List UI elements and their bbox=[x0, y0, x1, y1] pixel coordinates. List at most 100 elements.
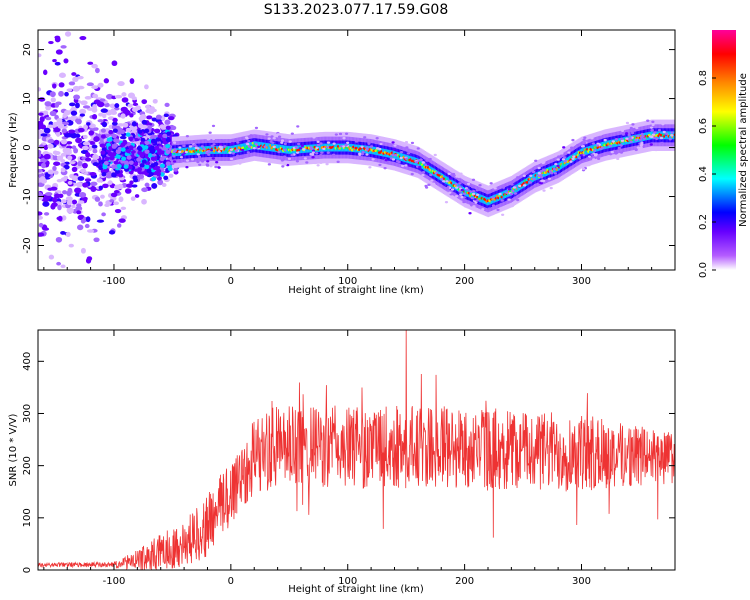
spectrogram-cell bbox=[114, 94, 123, 99]
spectrogram-cell bbox=[392, 148, 396, 151]
spectrogram-cell bbox=[145, 104, 151, 109]
spectrogram-cell bbox=[111, 60, 118, 67]
spectrogram-cell bbox=[69, 173, 74, 179]
spectrogram-cell bbox=[104, 102, 110, 108]
spectrogram-cell bbox=[78, 192, 87, 198]
spectrogram-cell bbox=[43, 127, 51, 134]
spectrogram-cell bbox=[98, 185, 103, 190]
spectrogram-cell bbox=[65, 132, 73, 138]
spectrogram-cell bbox=[280, 159, 284, 162]
spectrogram-cell bbox=[237, 144, 240, 153]
spectrogram-cell bbox=[111, 173, 117, 178]
spectrogram-cell bbox=[452, 180, 455, 189]
spectrogram-cell bbox=[71, 72, 77, 76]
spectrogram-cell bbox=[265, 133, 269, 136]
spectrogram-cell bbox=[106, 137, 112, 142]
spectrogram-cell bbox=[424, 184, 428, 188]
spectrogram-cell bbox=[133, 161, 139, 167]
spectrogram-cell bbox=[214, 165, 218, 169]
spectrogram-cell bbox=[594, 153, 598, 156]
spectrogram-cell bbox=[52, 83, 57, 89]
spectrogram-cell bbox=[123, 160, 129, 165]
spectrogram-cell bbox=[125, 148, 131, 154]
spectrogram-cell bbox=[42, 201, 50, 207]
spectrogram-cell bbox=[311, 151, 315, 154]
spectrogram-cell bbox=[332, 142, 336, 145]
spectrogram-cell bbox=[295, 160, 299, 163]
spectrogram-cell bbox=[132, 102, 139, 107]
spectrogram-cell bbox=[79, 36, 87, 41]
spectrogram-cell bbox=[100, 143, 106, 148]
spectrogram-cell bbox=[73, 147, 79, 154]
spectrogram-cell bbox=[130, 125, 138, 131]
spectrogram-cell bbox=[38, 222, 44, 228]
spectrogram-cell bbox=[75, 181, 83, 188]
spectrogram-cell bbox=[624, 132, 629, 135]
spectrogram-cell bbox=[38, 196, 44, 201]
spectrogram-cell bbox=[60, 139, 68, 145]
spectrogram-cell bbox=[94, 196, 101, 202]
spectrogram-cell bbox=[172, 160, 177, 163]
spectrogram-cell bbox=[368, 166, 372, 169]
spectrogram-cell bbox=[47, 139, 55, 144]
spectrogram-cell bbox=[82, 105, 91, 109]
spectrogram-cell bbox=[639, 146, 643, 149]
spectrogram-cell bbox=[60, 264, 66, 269]
snr-y-tick-label: 400 bbox=[22, 352, 33, 371]
spectrogram-cell bbox=[196, 153, 200, 156]
spectrogram-cell bbox=[101, 121, 108, 128]
spectrogram-cell bbox=[616, 157, 620, 161]
spectrogram-cell bbox=[53, 170, 59, 175]
spectrogram-cell bbox=[55, 236, 63, 243]
spectrogram-cell bbox=[458, 190, 462, 193]
spectrogram-cell bbox=[410, 172, 414, 176]
spectrogram-cell bbox=[358, 152, 362, 155]
spectrogram-cell bbox=[126, 155, 132, 160]
spectrogram-cell bbox=[471, 192, 476, 196]
spectrogram-cell bbox=[130, 196, 136, 201]
spectrogram-cell bbox=[150, 156, 156, 161]
spectrogram-cell bbox=[72, 85, 80, 92]
spectrogram-cell bbox=[66, 199, 73, 206]
spectrogram-cell bbox=[114, 138, 120, 144]
spectrogram-cell bbox=[591, 142, 595, 145]
spectrogram-cell bbox=[657, 128, 661, 132]
snr-y-tick-label: 200 bbox=[22, 456, 33, 475]
spectrogram-cell bbox=[154, 128, 161, 134]
spectrogram-cell bbox=[305, 161, 309, 164]
spectrogram-cell bbox=[85, 157, 92, 162]
spectrogram-cell bbox=[121, 97, 129, 103]
spectrogram-cell bbox=[322, 147, 326, 151]
spectrogram-cell bbox=[378, 163, 382, 167]
spectrogram-cell bbox=[139, 163, 145, 168]
snr-y-tick-label: 100 bbox=[22, 508, 33, 527]
spectrogram-cell bbox=[40, 133, 48, 137]
spectrogram-cell bbox=[496, 208, 500, 212]
spectrogram-cell bbox=[434, 171, 438, 175]
spectrogram-cell bbox=[518, 184, 522, 188]
spectrogram-cell bbox=[198, 163, 202, 166]
spectrogram-cell bbox=[556, 163, 559, 172]
spectrogram-cell bbox=[54, 61, 61, 66]
spectrogram-cell bbox=[391, 153, 395, 157]
spectrogram-cell bbox=[120, 106, 128, 112]
spectrogram-cell bbox=[234, 149, 238, 152]
spectrogram-y-tick-label: 0 bbox=[22, 144, 33, 150]
spectrogram-cell bbox=[247, 135, 252, 138]
spectrogram-cell bbox=[70, 110, 78, 116]
spectrogram-cell bbox=[137, 167, 143, 172]
spectrogram-cell bbox=[366, 140, 370, 143]
spectrogram-cell bbox=[217, 166, 221, 169]
spectrogram-cell bbox=[98, 112, 104, 117]
spectrogram-cell bbox=[54, 193, 61, 199]
spectrogram-cell bbox=[74, 118, 80, 124]
spectrogram-cell bbox=[39, 116, 45, 123]
spectrogram-cell bbox=[154, 145, 160, 151]
spectrogram-cell bbox=[82, 141, 91, 146]
spectrogram-cell bbox=[167, 116, 175, 121]
spectrogram-cell bbox=[221, 140, 225, 143]
spectrogram-cell bbox=[47, 143, 54, 149]
spectrogram-cell bbox=[476, 193, 480, 197]
spectrogram-cell bbox=[64, 150, 72, 155]
spectrogram-cell bbox=[79, 168, 87, 174]
